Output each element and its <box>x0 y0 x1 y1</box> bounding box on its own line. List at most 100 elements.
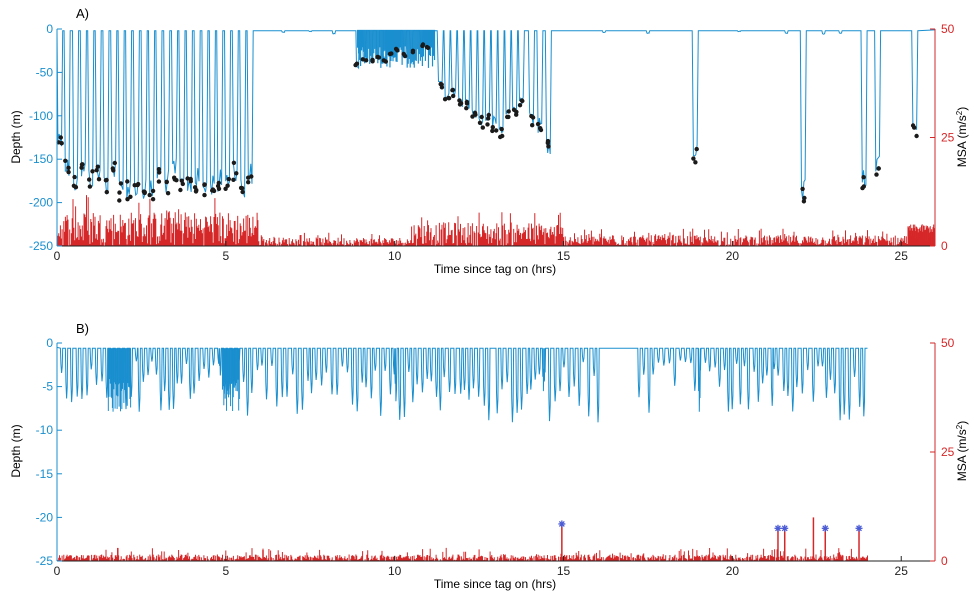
dive-marker <box>73 185 79 190</box>
panel-b-msa-series <box>57 517 868 561</box>
dive-marker <box>693 160 698 165</box>
dive-marker <box>216 180 221 186</box>
dive-marker <box>226 176 231 182</box>
dive-marker <box>802 195 807 201</box>
dive-marker <box>104 189 110 195</box>
dive-marker <box>128 194 133 199</box>
panel-a-x-tick-label: 5 <box>223 249 230 263</box>
dive-marker <box>364 58 369 63</box>
dive-marker <box>861 175 866 180</box>
dive-marker <box>238 185 244 191</box>
panel-b-y-left-tick-label: -25 <box>36 554 54 568</box>
dive-marker <box>231 177 236 182</box>
dive-marker <box>446 96 452 101</box>
dive-marker <box>538 126 543 131</box>
dive-marker <box>511 107 517 113</box>
dive-marker <box>156 167 162 172</box>
dive-marker <box>485 122 490 127</box>
msa-trace <box>57 547 868 561</box>
dive-marker <box>479 114 484 120</box>
dive-marker <box>240 189 245 195</box>
dive-marker <box>439 85 445 90</box>
panel-b-y-right-tick-label: 0 <box>941 554 948 568</box>
dive-marker <box>174 178 179 183</box>
dive-marker <box>150 197 156 202</box>
dive-marker <box>95 164 101 169</box>
dive-marker <box>494 128 499 133</box>
star-stroke <box>775 525 781 532</box>
dive-marker <box>486 116 491 121</box>
dive-marker <box>477 120 483 126</box>
dive-marker <box>535 121 541 127</box>
dive-marker <box>202 192 207 198</box>
dive-marker <box>486 112 491 118</box>
panel-a-y-left-tick-label: -200 <box>29 196 53 210</box>
panel-b-x-tick-label: 0 <box>54 564 61 578</box>
panel-a-ylabel-right: MSA (m/s2) <box>955 107 969 167</box>
dive-marker <box>188 176 193 182</box>
dive-marker <box>451 93 456 99</box>
star-stroke <box>781 525 788 532</box>
dive-marker <box>117 198 122 203</box>
dive-marker <box>178 187 183 193</box>
dive-marker <box>72 174 77 180</box>
star-marker <box>558 520 566 528</box>
dive-marker <box>96 177 102 182</box>
panel-b-x-tick-label: 5 <box>223 564 230 578</box>
depth-trace <box>56 29 936 201</box>
dive-marker <box>87 177 92 182</box>
depth-trace <box>56 346 868 423</box>
panel-a-y-left-tick-label: 0 <box>46 22 53 36</box>
panel-b-x-tick-label: 10 <box>388 564 402 578</box>
panel-b-ylabel-left: Depth (m) <box>9 424 23 477</box>
dive-marker <box>63 158 68 163</box>
dive-marker <box>118 181 124 186</box>
dive-marker <box>360 57 365 62</box>
dive-marker <box>402 53 408 59</box>
dive-marker <box>910 123 916 128</box>
dive-marker <box>142 190 147 196</box>
dive-marker <box>370 57 375 63</box>
dive-marker <box>211 188 217 194</box>
dive-marker <box>691 156 696 161</box>
dive-marker <box>111 168 116 173</box>
dive-marker <box>381 58 386 63</box>
dive-marker <box>694 146 699 152</box>
panel-a-depth-series <box>56 29 936 201</box>
dive-marker <box>530 123 535 128</box>
dive-marker <box>505 114 510 120</box>
dive-marker <box>103 178 109 183</box>
panel-a-y-right-tick-label: 0 <box>941 239 948 253</box>
panel-a-label: A) <box>76 6 89 21</box>
panel-a-x-tick-label: 10 <box>388 249 402 263</box>
dive-marker <box>458 101 464 106</box>
dive-marker <box>473 112 478 117</box>
dive-marker <box>58 135 63 140</box>
dive-marker <box>156 179 162 184</box>
dive-marker <box>800 186 805 192</box>
dive-marker <box>125 179 130 184</box>
panel-b-y-left-tick-label: -5 <box>42 380 53 394</box>
dive-marker <box>246 180 251 185</box>
star-stroke <box>558 521 565 527</box>
panel-a-y-right-tick-label: 50 <box>941 22 955 36</box>
dive-marker <box>914 133 919 139</box>
dive-marker <box>132 183 137 188</box>
panel-a-y-right-tick-label: 25 <box>941 131 955 145</box>
panel-a-x-tick-label: 20 <box>726 249 740 263</box>
dive-marker <box>499 126 504 132</box>
dive-marker <box>225 183 230 188</box>
dive-marker <box>545 140 550 146</box>
dive-marker <box>157 170 162 175</box>
panel-b-x-tick-label: 20 <box>726 564 740 578</box>
dive-marker <box>395 48 400 53</box>
dive-marker <box>464 106 469 111</box>
panel-a-x-tick-label: 0 <box>54 249 61 263</box>
dive-marker <box>860 185 865 191</box>
dive-marker <box>179 178 184 183</box>
panel-a-y-left-tick-label: -150 <box>29 152 53 166</box>
